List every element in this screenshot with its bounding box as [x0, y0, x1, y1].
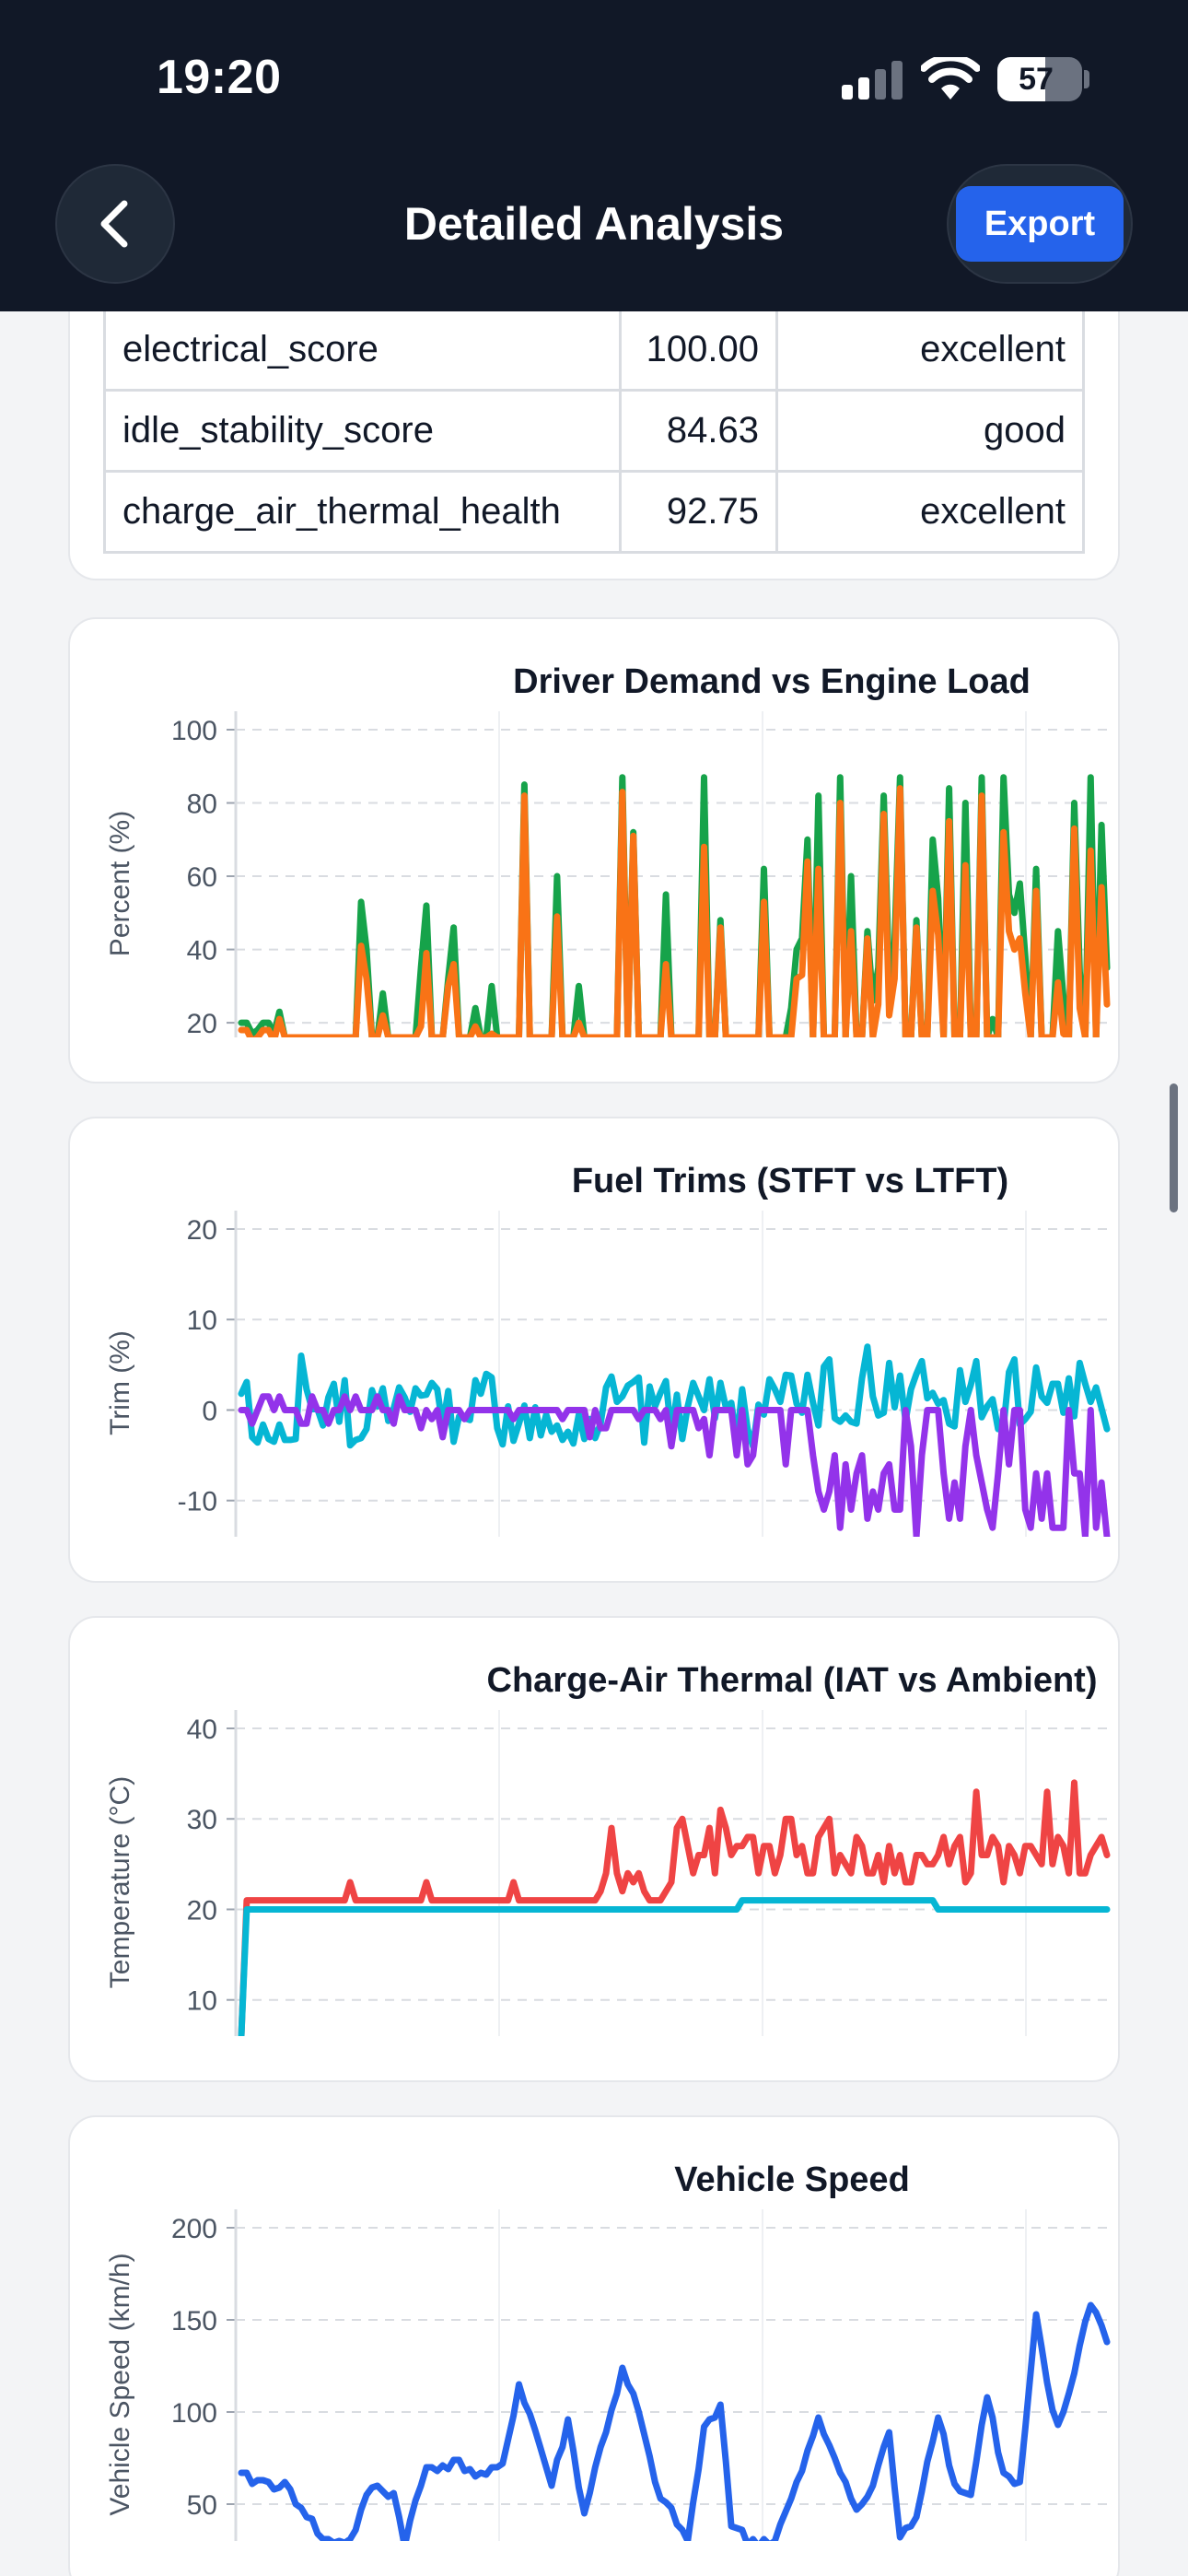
- chart-title: Vehicle Speed: [674, 2160, 910, 2199]
- vehicle-speed-chart-card: Vehicle Speed Vehicle Speed (km/h) 50 100 15…: [68, 2115, 1120, 2576]
- status-time: 19:20: [157, 51, 282, 104]
- y-axis-label: Temperature (°C): [105, 1776, 135, 1988]
- score-value: 92.75: [619, 470, 778, 554]
- y-tick-label: 20: [187, 1895, 217, 1926]
- chart-title: Charge-Air Thermal (IAT vs Ambient): [487, 1661, 1098, 1700]
- y-tick-label: 10: [187, 1306, 217, 1336]
- y-tick-label: 100: [171, 2398, 217, 2429]
- score-rating: excellent: [775, 470, 1085, 554]
- series-line-0: [238, 2301, 1111, 2541]
- wifi-icon: [921, 57, 980, 100]
- y-axis-label: Vehicle Speed (km/h): [105, 2253, 135, 2515]
- page-title: Detailed Analysis: [403, 198, 785, 250]
- score-metric: charge_air_thermal_health: [103, 470, 622, 554]
- driver-demand-chart: Driver Demand vs Engine Load Percent (%) 2…: [105, 662, 1114, 1039]
- scores-table: electrical_score 100.00 excellent idle_stab…: [103, 308, 1085, 554]
- y-tick-label: 40: [187, 936, 217, 966]
- scrollbar[interactable]: [1170, 1083, 1178, 1212]
- battery-level: 57: [1019, 62, 1054, 97]
- charge-air-thermal-chart: Charge-Air Thermal (IAT vs Ambient) Tempe…: [105, 1661, 1114, 2036]
- y-tick-label: 100: [171, 716, 217, 746]
- y-tick-label: 0: [202, 1396, 217, 1426]
- score-row: charge_air_thermal_health 92.75 excellent: [103, 470, 1085, 554]
- score-rating: excellent: [775, 308, 1085, 392]
- fuel-trims-chart: Fuel Trims (STFT vs LTFT) Trim (%) -10 0 10 2…: [105, 1162, 1114, 1537]
- y-tick-label: 200: [171, 2214, 217, 2244]
- battery-nub: [1084, 70, 1089, 88]
- charge-air-thermal-chart-card: Charge-Air Thermal (IAT vs Ambient) Tempe…: [68, 1616, 1120, 2082]
- battery-icon: 57: [997, 57, 1082, 101]
- score-rating: good: [775, 389, 1085, 473]
- score-row: idle_stability_score 84.63 good: [103, 389, 1085, 473]
- y-tick-label: -10: [178, 1487, 217, 1517]
- chevron-left-icon: [100, 200, 128, 248]
- app-header: 19:20 57 Detailed Analysis Export: [0, 0, 1188, 311]
- score-metric: idle_stability_score: [103, 389, 622, 473]
- score-value: 100.00: [619, 308, 778, 392]
- chart-title: Fuel Trims (STFT vs LTFT): [572, 1162, 1008, 1200]
- series-line-1: [238, 785, 1111, 1037]
- y-tick-label: 20: [187, 1009, 217, 1039]
- score-row: electrical_score 100.00 excellent: [103, 308, 1085, 392]
- y-tick-label: 10: [187, 1986, 217, 2017]
- y-tick-label: 50: [187, 2490, 217, 2521]
- score-metric: electrical_score: [103, 308, 622, 392]
- y-tick-label: 60: [187, 862, 217, 893]
- series-line-1: [238, 1897, 1111, 2036]
- y-tick-label: 80: [187, 790, 217, 820]
- y-axis-label: Trim (%): [105, 1330, 135, 1435]
- y-tick-label: 20: [187, 1215, 217, 1246]
- fuel-trims-chart-card: Fuel Trims (STFT vs LTFT) Trim (%) -10 0 10 2…: [68, 1117, 1120, 1583]
- scores-card: electrical_score 100.00 excellent idle_stab…: [68, 276, 1120, 580]
- battery-fill: [997, 57, 1046, 101]
- series-line-1: [238, 1393, 1111, 1537]
- y-tick-label: 40: [187, 1715, 217, 1745]
- export-button[interactable]: Export: [956, 186, 1124, 262]
- cellular-signal-icon: [842, 61, 903, 100]
- y-tick-label: 30: [187, 1805, 217, 1835]
- driver-demand-chart-card: Driver Demand vs Engine Load Percent (%) 2…: [68, 617, 1120, 1083]
- score-value: 84.63: [619, 389, 778, 473]
- y-tick-label: 150: [171, 2306, 217, 2336]
- y-axis-label: Percent (%): [105, 811, 135, 956]
- series-line-0: [238, 1779, 1111, 2036]
- back-button[interactable]: [55, 164, 175, 284]
- chart-title: Driver Demand vs Engine Load: [513, 662, 1031, 701]
- vehicle-speed-chart: Vehicle Speed Vehicle Speed (km/h) 50 100 15…: [105, 2160, 1114, 2541]
